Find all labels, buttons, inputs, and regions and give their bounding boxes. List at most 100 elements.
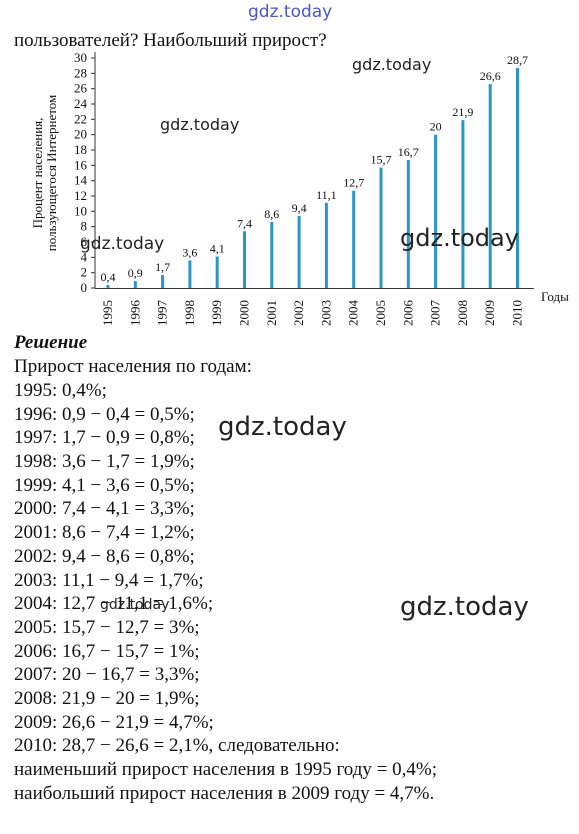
solution-lines: 1995: 0,4%; 1996: 0,9 − 0,4 = 0,5%; 1997: … [14, 379, 437, 805]
y-axis-label-line: Процент населения, [30, 118, 45, 229]
solution-line: 1995: 0,4%; [14, 380, 107, 401]
x-tick-label: 2006 [400, 300, 415, 327]
solution-intro: Прирост населения по годам: [14, 356, 252, 377]
x-tick-label: 2004 [346, 300, 361, 327]
data-label: 11,1 [316, 188, 337, 202]
bar [161, 274, 165, 288]
bar [133, 281, 137, 288]
watermark: gdz.today [80, 234, 165, 254]
y-tick-label: 14 [74, 173, 88, 188]
bar [106, 284, 110, 288]
bar [379, 167, 383, 288]
solution-line: 2002: 9,4 − 8,6 = 0,8%; [14, 545, 195, 567]
data-label: 28,7 [507, 53, 528, 67]
solution-line: 2008: 21,9 − 20 = 1,9%; [14, 687, 200, 709]
bar-chart: Процент населения, пользующегося Интернет… [30, 50, 569, 327]
solution-line: наименьший прирост населения в 1995 году… [14, 759, 437, 780]
y-tick-label: 28 [74, 65, 87, 80]
x-tick-label: 1998 [182, 300, 197, 326]
y-tick-label: 24 [74, 96, 88, 111]
solution-line: 1999: 4,1 − 3,6 = 0,5%; [14, 474, 195, 496]
data-label: 7,4 [237, 216, 252, 230]
data-label: 20 [430, 120, 442, 134]
solution-line: 2005: 15,7 − 12,7 = 3%; [14, 616, 200, 638]
solution-line: 2001: 8,6 − 7,4 = 1,2%; [14, 522, 195, 544]
solution-heading: Решение [14, 332, 88, 353]
solution-line: 2004: 12,7 − 11,1 = 1,6%; [14, 593, 214, 615]
watermark: gdz.today [160, 115, 240, 134]
y-tick-label: 4 [81, 249, 88, 264]
watermark: gdz.today [400, 224, 519, 252]
y-tick-label: 22 [74, 111, 87, 126]
y-tick-label: 26 [74, 81, 88, 96]
bar [270, 222, 274, 288]
bar [352, 190, 356, 288]
x-axis-label: Годы [541, 289, 569, 304]
solution-line: 2010: 28,7 − 26,6 = 2,1%, следовательно: [14, 735, 340, 757]
data-label: 4,1 [210, 242, 225, 256]
y-tick-label: 0 [81, 280, 88, 295]
y-tick-label: 8 [81, 219, 88, 234]
data-label: 12,7 [343, 176, 364, 190]
y-tick-label: 12 [74, 188, 87, 203]
x-tick-label: 2005 [373, 300, 388, 326]
watermark: gdz.today [352, 55, 432, 74]
data-label: 3,6 [182, 245, 197, 259]
y-tick-label: 18 [74, 142, 87, 157]
bar [461, 120, 465, 288]
data-label: 0,4 [101, 270, 116, 284]
y-axis-label: Процент населения, пользующегося Интернет… [30, 95, 59, 251]
bar [406, 159, 410, 288]
data-label: 16,7 [398, 145, 419, 159]
x-tick-label: 1997 [155, 300, 170, 327]
x-tick-label: 2001 [264, 300, 279, 326]
bar [188, 260, 192, 288]
bar [215, 256, 219, 288]
y-tick-label: 30 [74, 50, 87, 65]
y-tick-label: 20 [74, 127, 87, 142]
watermark: gdz.today [218, 412, 347, 442]
bar [324, 202, 328, 288]
data-label: 0,9 [128, 266, 143, 280]
x-tick-label: 2010 [510, 300, 525, 326]
x-tick-label: 1995 [100, 300, 115, 326]
y-tick-label: 2 [81, 265, 88, 280]
x-tick-label: 2003 [318, 300, 333, 326]
data-label: 9,4 [292, 201, 307, 215]
data-label: 21,9 [452, 105, 473, 119]
solution-line: 1998: 3,6 − 1,7 = 1,9%; [14, 451, 195, 473]
y-tick-label: 16 [74, 157, 88, 172]
bar [243, 231, 246, 288]
solution-line: 2000: 7,4 − 4,1 = 3,3%; [14, 498, 195, 520]
solution-line: 1996: 0,9 − 0,4 = 0,5%; [14, 403, 195, 425]
solution-line: 2003: 11,1 − 9,4 = 1,7%; [14, 569, 204, 591]
x-tick-label: 2009 [482, 300, 497, 326]
chart-bars: 0,4 0,9 1,7 3,6 4,1 7,4 8,6 9,4 11,1 12,7 15,7 16,7… [101, 53, 528, 288]
question-text: пользователей? Наибольший прирост? [14, 30, 327, 51]
x-tick-labels: 1995 1996 1997 1998 1999 2000 2001 2002 2003 2004… [100, 300, 525, 327]
data-label: 26,6 [480, 69, 501, 83]
x-tick-label: 1996 [127, 300, 142, 327]
data-label: 8,6 [264, 207, 279, 221]
data-label: 15,7 [371, 153, 392, 167]
solution-line: наибольший прирост населения в 2009 году… [14, 782, 435, 804]
y-axis-label-line: пользующегося Интернетом [44, 95, 59, 251]
watermark: gdz.today [400, 592, 529, 622]
bar [434, 134, 438, 288]
watermark: gdz.today [100, 597, 170, 613]
y-tick-label: 6 [81, 234, 88, 249]
solution-line: 2009: 26,6 − 21,9 = 4,7%; [14, 711, 214, 733]
x-tick-label: 1999 [209, 300, 224, 326]
bar [516, 67, 519, 288]
data-label: 1,7 [155, 260, 170, 274]
watermark: gdz.today [248, 2, 333, 22]
bar [488, 84, 492, 288]
x-tick-label: 2008 [455, 300, 470, 326]
x-tick-label: 2002 [291, 300, 306, 326]
y-tick-label: 10 [74, 203, 87, 218]
solution-line: 2006: 16,7 − 15,7 = 1%; [14, 640, 200, 662]
solution-line: 2007: 20 − 16,7 = 3,3%; [14, 664, 200, 686]
x-tick-label: 2000 [237, 300, 252, 326]
solution-line: 1997: 1,7 − 0,9 = 0,8%; [14, 427, 195, 449]
